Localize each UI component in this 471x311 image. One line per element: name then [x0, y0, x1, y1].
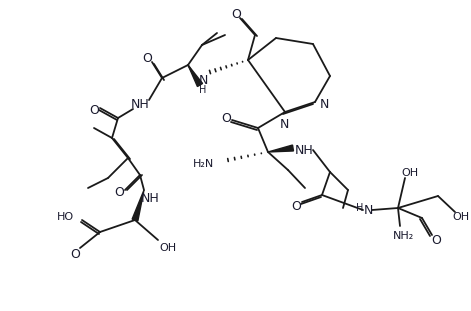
- Text: O: O: [221, 112, 231, 124]
- Text: O: O: [142, 52, 152, 64]
- Text: NH: NH: [295, 143, 313, 156]
- Text: N: N: [279, 118, 289, 131]
- Text: NH₂: NH₂: [392, 231, 414, 241]
- Text: H: H: [357, 203, 364, 213]
- Text: OH: OH: [453, 212, 470, 222]
- Text: HO: HO: [57, 212, 74, 222]
- Text: N: N: [363, 203, 373, 216]
- Text: NH: NH: [130, 99, 149, 112]
- Polygon shape: [132, 190, 144, 221]
- Text: H: H: [199, 85, 207, 95]
- Text: O: O: [70, 248, 80, 261]
- Text: O: O: [431, 234, 441, 248]
- Text: O: O: [291, 199, 301, 212]
- Polygon shape: [188, 65, 203, 86]
- Polygon shape: [268, 145, 293, 152]
- Text: N: N: [198, 75, 208, 87]
- Text: O: O: [114, 185, 124, 198]
- Text: H₂N: H₂N: [193, 159, 214, 169]
- Text: OH: OH: [401, 168, 419, 178]
- Text: OH: OH: [160, 243, 177, 253]
- Text: O: O: [89, 104, 99, 117]
- Text: N: N: [319, 98, 329, 110]
- Text: O: O: [231, 7, 241, 21]
- Text: NH: NH: [141, 192, 159, 205]
